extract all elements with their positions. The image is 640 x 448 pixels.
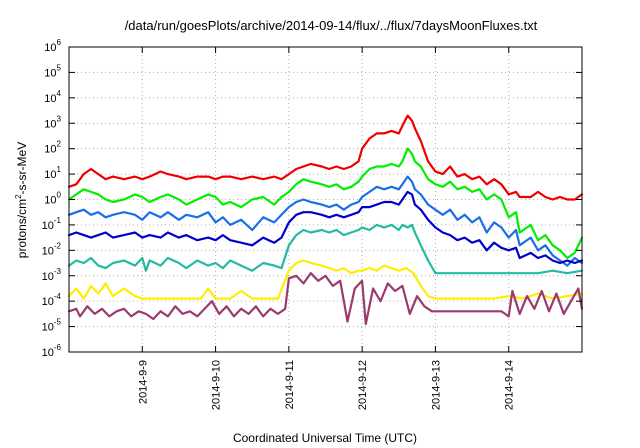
x-axis-label: Coordinated Universal Time (UTC) <box>233 431 417 445</box>
series-layer <box>67 114 584 326</box>
series-line-2 <box>67 147 584 260</box>
series-line-7 <box>67 272 584 326</box>
x-tick-label: 2014-9-9 <box>137 360 149 404</box>
y-tick-label: 106 <box>44 38 61 54</box>
y-tick-label: 10-4 <box>42 292 62 308</box>
chart-title: /data/run/goesPlots/archive/2014-09-14/f… <box>125 18 538 33</box>
y-tick-label: 10-6 <box>42 343 62 359</box>
y-axis-label: protons/cm2-s-sr-MeV <box>14 142 29 258</box>
y-tick-label: 102 <box>44 140 61 156</box>
x-tick-label: 2014-9-11 <box>284 360 296 409</box>
y-tick-label: 10-3 <box>42 267 62 283</box>
y-tick-label: 103 <box>44 114 61 130</box>
y-tick-label: 10-5 <box>42 318 62 334</box>
y-tick-label: 100 <box>44 191 61 207</box>
x-axis: 2014-9-9 2014-9-10 2014-9-11 2014-9-12 2014-… <box>137 47 516 410</box>
y-tick-label: 104 <box>44 89 61 105</box>
x-tick-label: 2014-9-13 <box>430 360 442 410</box>
y-tick-label: 10-2 <box>42 241 62 257</box>
x-tick-label: 2014-9-10 <box>211 360 223 410</box>
series-line-1 <box>67 114 584 201</box>
x-tick-label: 2014-9-14 <box>504 360 516 410</box>
x-tick-label: 2014-9-12 <box>357 360 369 410</box>
y-tick-label: 10-1 <box>42 216 62 232</box>
y-axis: 10-6 10-5 10-4 10-3 10-2 10-1 100 101 102 103 104 1… <box>42 38 582 359</box>
series-line-6 <box>67 259 584 300</box>
series-line-4 <box>67 190 584 265</box>
y-tick-label: 101 <box>44 165 61 181</box>
series-line-5 <box>67 223 584 275</box>
y-tick-label: 105 <box>44 63 61 79</box>
series-line-3 <box>67 175 584 267</box>
